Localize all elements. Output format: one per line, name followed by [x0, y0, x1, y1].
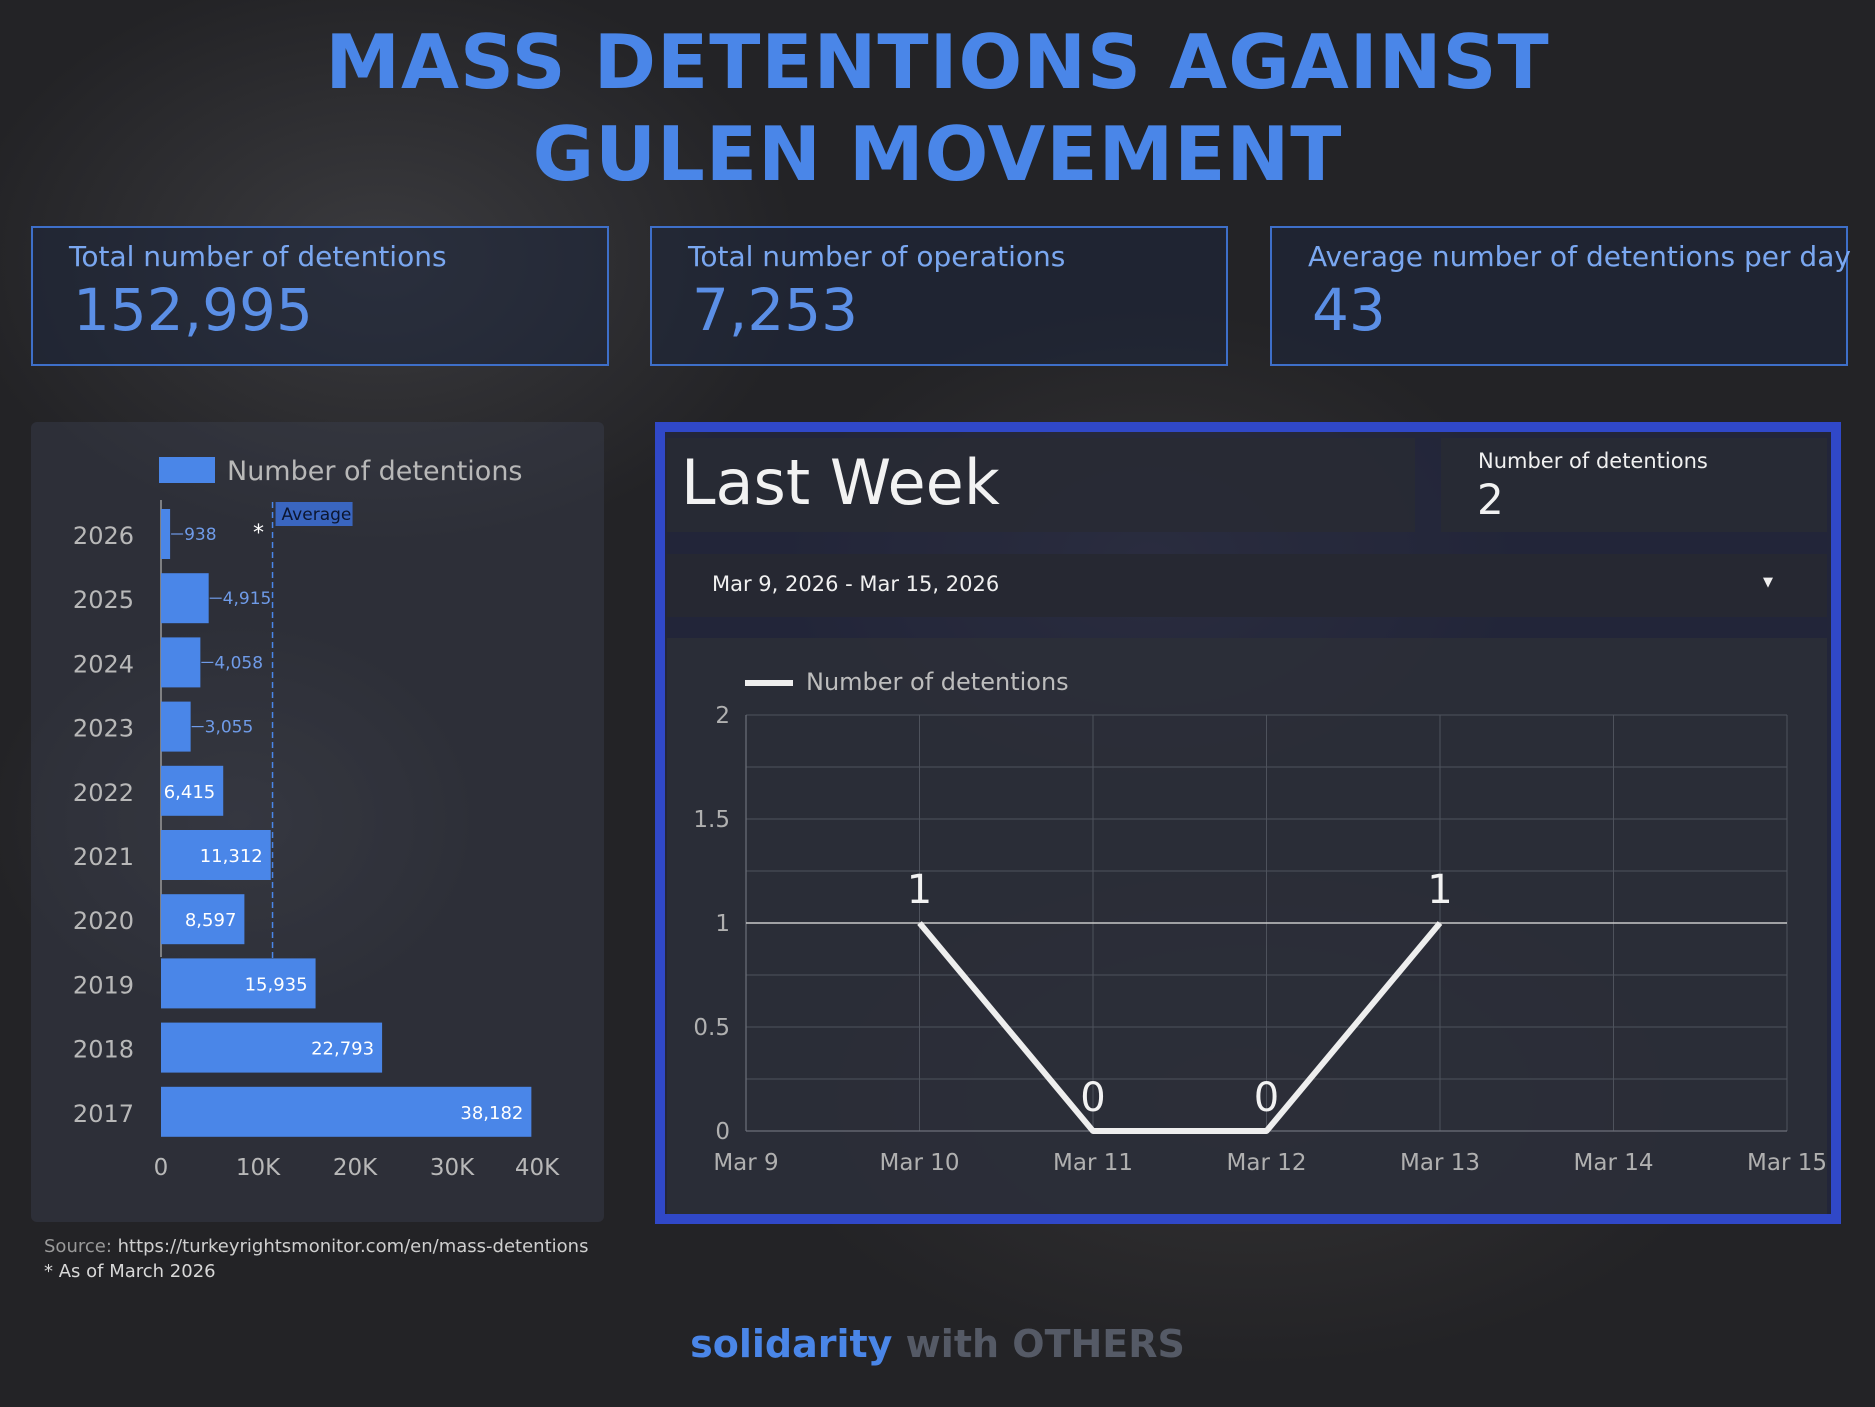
y-tick-label: 1.5 — [693, 807, 730, 833]
date-range-value[interactable]: Mar 9, 2026 - Mar 15, 2026 — [712, 572, 1000, 596]
category-label: 2018 — [73, 1036, 134, 1064]
y-tick-label: 2 — [715, 703, 730, 729]
bar — [161, 1086, 532, 1137]
data-label: 8,597 — [185, 910, 237, 931]
source-label: Source: — [44, 1236, 112, 1257]
kpi-label: Average number of detentions per day — [1308, 240, 1851, 273]
data-label: 1 — [1427, 867, 1452, 913]
x-tick-label: 40K — [515, 1155, 560, 1181]
data-label: 4,058 — [214, 653, 263, 673]
x-tick-label: Mar 9 — [713, 1150, 778, 1176]
bar — [161, 701, 191, 752]
scorecard-box — [1441, 438, 1827, 532]
data-label: 38,182 — [460, 1103, 523, 1124]
brand-part-1: solidarity — [690, 1322, 893, 1366]
page-title: MASS DETENTIONS AGAINST GULEN MOVEMENT — [0, 16, 1875, 200]
x-tick-label: Mar 10 — [880, 1150, 960, 1176]
data-label: 0 — [1080, 1075, 1105, 1121]
last-week-title-box — [667, 438, 1415, 532]
kpi-value: 43 — [1312, 276, 1386, 344]
average-label: Average — [282, 505, 352, 525]
scorecard-label: Number of detentions — [1478, 449, 1708, 473]
brand-part-2: with OTHERS — [892, 1322, 1185, 1366]
data-label: 938 — [184, 525, 216, 545]
y-tick-label: 0 — [715, 1119, 730, 1145]
data-label: 6,415 — [164, 782, 216, 803]
data-label: 1 — [907, 867, 932, 913]
source-link[interactable]: https://turkeyrightsmonitor.com/en/mass-… — [111, 1236, 589, 1257]
x-tick-label: Mar 12 — [1227, 1150, 1307, 1176]
bar — [161, 573, 209, 624]
category-label: 2022 — [73, 779, 134, 807]
y-tick-label: 0.5 — [693, 1015, 730, 1041]
bar — [161, 509, 171, 559]
x-tick-label: Mar 11 — [1053, 1150, 1133, 1176]
x-tick-label: 30K — [430, 1155, 475, 1181]
kpi-value: 152,995 — [73, 276, 313, 344]
date-range-picker[interactable] — [667, 554, 1827, 617]
legend-label: Number of detentions — [227, 456, 523, 487]
category-label: 2021 — [73, 843, 134, 871]
title-line-2: GULEN MOVEMENT — [532, 110, 1343, 198]
kpi-label: Total number of detentions — [69, 240, 447, 273]
average-label-bg — [275, 502, 353, 526]
bar — [161, 637, 201, 688]
kpi-value: 7,253 — [692, 276, 859, 344]
annotation-marker: * — [253, 521, 264, 546]
kpi-total-detentions: Total number of detentions 152,995 — [31, 226, 609, 366]
x-tick-label: Mar 15 — [1747, 1150, 1827, 1176]
category-label: 2020 — [73, 907, 134, 935]
legend-swatch — [159, 457, 215, 483]
scorecard-value: 2 — [1477, 475, 1504, 524]
data-label: 11,312 — [200, 846, 263, 867]
bar-chart: Number of detentions 2026 938 * 2025 4,915 202… — [73, 456, 560, 1181]
category-label: 2025 — [73, 586, 134, 614]
last-week-title: Last Week — [681, 446, 1000, 519]
x-tick-label: 20K — [333, 1155, 378, 1181]
title-line-1: MASS DETENTIONS AGAINST — [325, 18, 1550, 106]
bar — [161, 1022, 383, 1073]
category-label: 2019 — [73, 971, 134, 999]
category-label: 2026 — [73, 522, 134, 550]
data-label: 3,055 — [205, 718, 254, 738]
y-tick-label: 1 — [715, 911, 730, 937]
line-chart: Number of detentions 0 0.5 1 1.5 2 Mar 9 Mar 10… — [693, 668, 1827, 1176]
x-tick-label: 0 — [154, 1155, 169, 1181]
x-tick-label: Mar 14 — [1574, 1150, 1654, 1176]
category-label: 2024 — [73, 650, 134, 678]
kpi-label: Total number of operations — [688, 240, 1066, 273]
bar — [161, 765, 224, 816]
data-label: 15,935 — [245, 974, 308, 995]
category-label: 2017 — [73, 1100, 134, 1128]
source-note: Source: https://turkeyrightsmonitor.com/… — [44, 1236, 588, 1257]
kpi-average-per-day: Average number of detentions per day 43 — [1270, 226, 1851, 366]
bar — [161, 894, 245, 945]
series-line — [917, 921, 1443, 1134]
brand-logo: solidarity with OTHERS — [0, 1322, 1875, 1366]
caret-down-icon[interactable]: ▼ — [1763, 575, 1773, 590]
data-label: 4,915 — [223, 589, 272, 609]
kpi-total-operations: Total number of operations 7,253 — [650, 226, 1228, 366]
category-label: 2023 — [73, 715, 134, 743]
bar — [161, 958, 316, 1009]
line-chart-panel — [667, 638, 1827, 1214]
data-label: 22,793 — [311, 1039, 374, 1060]
footnote: * As of March 2026 — [44, 1261, 216, 1282]
x-tick-label: Mar 13 — [1400, 1150, 1480, 1176]
legend-label: Number of detentions — [806, 668, 1069, 696]
data-label: 0 — [1254, 1075, 1279, 1121]
x-tick-label: 10K — [236, 1155, 281, 1181]
bar — [161, 830, 271, 880]
